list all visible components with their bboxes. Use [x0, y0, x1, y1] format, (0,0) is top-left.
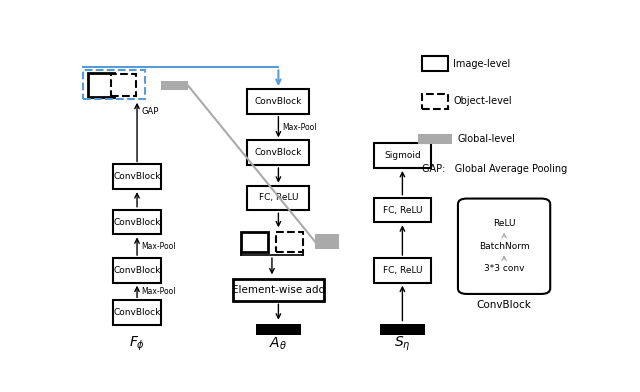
FancyBboxPatch shape [248, 140, 309, 165]
FancyBboxPatch shape [248, 89, 309, 114]
Bar [380, 323, 425, 335]
FancyBboxPatch shape [276, 232, 303, 252]
Text: $S_\eta$: $S_\eta$ [394, 334, 411, 352]
Text: ConvBlock: ConvBlock [113, 218, 161, 227]
FancyBboxPatch shape [111, 74, 136, 96]
Text: ConvBlock: ConvBlock [477, 300, 531, 310]
Text: Sigmoid: Sigmoid [384, 151, 420, 160]
Bar [256, 323, 301, 335]
Text: Max-Pool: Max-Pool [282, 123, 317, 132]
Text: ConvBlock: ConvBlock [113, 266, 161, 275]
Text: ConvBlock: ConvBlock [113, 308, 161, 317]
Text: ConvBlock: ConvBlock [255, 148, 302, 157]
Text: FC, ReLU: FC, ReLU [259, 194, 298, 202]
Text: Max-Pool: Max-Pool [141, 242, 175, 251]
Bar [161, 80, 188, 90]
FancyBboxPatch shape [374, 143, 431, 168]
Text: $F_\phi$: $F_\phi$ [129, 334, 145, 352]
Text: 3*3 conv: 3*3 conv [484, 264, 524, 273]
Text: FC, ReLU: FC, ReLU [383, 205, 422, 214]
FancyBboxPatch shape [422, 56, 447, 71]
FancyBboxPatch shape [88, 73, 114, 96]
FancyBboxPatch shape [241, 232, 268, 252]
FancyBboxPatch shape [113, 300, 161, 325]
FancyBboxPatch shape [248, 185, 309, 211]
FancyBboxPatch shape [113, 210, 161, 234]
Text: $A_\theta$: $A_\theta$ [269, 335, 287, 352]
FancyBboxPatch shape [374, 258, 431, 283]
Bar [418, 134, 451, 144]
FancyBboxPatch shape [113, 165, 161, 189]
Text: GAP: GAP [141, 107, 158, 116]
Text: Global-level: Global-level [458, 134, 515, 144]
FancyBboxPatch shape [422, 94, 447, 109]
FancyBboxPatch shape [232, 279, 324, 301]
Text: ReLU: ReLU [493, 219, 515, 228]
Text: Object-level: Object-level [454, 96, 512, 106]
Bar [315, 234, 339, 249]
Text: Element-wise add: Element-wise add [232, 285, 325, 295]
FancyBboxPatch shape [113, 258, 161, 283]
FancyBboxPatch shape [374, 198, 431, 222]
Text: GAP:   Global Average Pooling: GAP: Global Average Pooling [422, 164, 567, 174]
Text: ConvBlock: ConvBlock [255, 97, 302, 106]
Text: ConvBlock: ConvBlock [113, 172, 161, 181]
Text: BatchNorm: BatchNorm [479, 242, 529, 251]
FancyBboxPatch shape [458, 199, 550, 294]
Text: Max-Pool: Max-Pool [141, 287, 175, 296]
Text: Image-level: Image-level [454, 59, 511, 69]
Text: FC, ReLU: FC, ReLU [383, 266, 422, 275]
